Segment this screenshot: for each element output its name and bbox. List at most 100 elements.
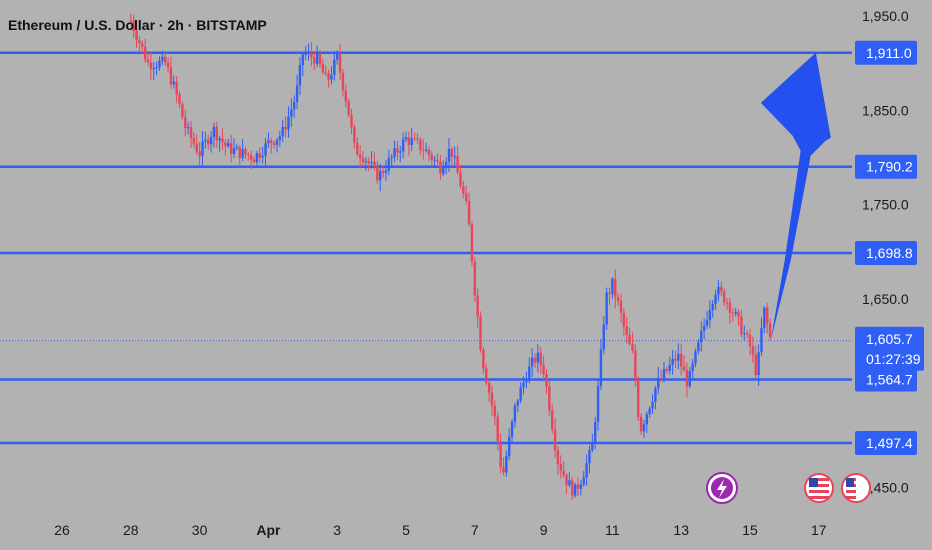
- candle-57: [293, 95, 296, 118]
- candle-3: [138, 35, 141, 53]
- x-tick-label-11: 17: [811, 522, 827, 538]
- candle-111: [447, 138, 451, 173]
- candle-body-216: [748, 334, 752, 347]
- candle-89: [384, 160, 388, 181]
- candle-151: [562, 460, 565, 478]
- candle-body-109: [442, 168, 445, 174]
- candle-body-173: [625, 326, 628, 335]
- candle-body-176: [634, 350, 637, 382]
- candle-144: [542, 355, 545, 382]
- candle-body-132: [508, 436, 511, 457]
- us-flag-event-icon[interactable]: [804, 473, 834, 503]
- current-price-label-bg: [855, 326, 924, 371]
- candle-body-174: [628, 334, 631, 344]
- candle-7: [149, 51, 153, 81]
- candle-189: [671, 350, 674, 375]
- candle-153: [568, 472, 571, 488]
- candle-211: [734, 307, 737, 317]
- candle-179: [642, 419, 646, 438]
- candle-4: [141, 40, 144, 54]
- level-label-text-0: 1,911.0: [866, 45, 912, 61]
- candle-body-172: [622, 312, 626, 327]
- candle-98: [410, 127, 413, 152]
- candle-183: [654, 385, 657, 410]
- candle-body-222: [766, 307, 769, 324]
- candle-11: [161, 50, 164, 65]
- lightning-event-icon[interactable]: [706, 472, 738, 504]
- candle-52: [278, 130, 282, 148]
- candle-body-150: [559, 463, 562, 471]
- current-price-label: 1,605.7 01:27:39: [855, 326, 924, 371]
- candle-body-201: [705, 320, 709, 326]
- candle-116: [462, 180, 465, 199]
- x-tick-label-7: 9: [540, 522, 548, 538]
- us-flag-event-icon-2[interactable]: [841, 473, 871, 503]
- candle-112: [450, 147, 454, 167]
- candle-body-121: [476, 295, 479, 317]
- candle-body-204: [714, 294, 717, 304]
- price-axis[interactable]: 1,950.0 1,850.0 1,750.0 1,650.0 1,450.0: [862, 8, 909, 496]
- candle-152: [565, 473, 568, 495]
- candle-body-16: [175, 81, 178, 95]
- candle-body-159: [585, 463, 588, 478]
- candle-body-84: [370, 161, 373, 164]
- candle-120: [473, 257, 476, 302]
- candle-body-77: [350, 114, 353, 128]
- candle-body-48: [267, 140, 270, 144]
- candle-body-123: [482, 350, 485, 369]
- x-tick-label-9: 13: [673, 522, 689, 538]
- time-axis[interactable]: 26 28 30 Apr 3 5 7 9 11 13 15 17: [54, 522, 827, 538]
- candle-body-82: [364, 161, 368, 163]
- candle-body-17: [178, 94, 181, 105]
- candle-body-124: [485, 368, 488, 383]
- candle-192: [680, 343, 683, 376]
- candle-body-220: [760, 328, 763, 353]
- candle-body-157: [579, 484, 583, 489]
- candle-body-133: [510, 421, 514, 437]
- candle-137: [522, 376, 525, 395]
- candle-25: [201, 131, 204, 166]
- candle-101: [419, 137, 422, 156]
- candle-56: [290, 98, 293, 127]
- level-label-bg-1: [855, 154, 917, 179]
- candle-16: [175, 75, 178, 104]
- candle-body-100: [416, 138, 419, 140]
- candle-157: [579, 480, 583, 496]
- candle-97: [407, 131, 411, 156]
- candle-122: [479, 311, 482, 353]
- candle-body-128: [496, 416, 499, 441]
- candle-10: [158, 56, 161, 71]
- candle-44: [255, 150, 259, 168]
- candle-131: [505, 450, 508, 477]
- candle-body-136: [519, 387, 522, 401]
- candle-body-127: [493, 405, 497, 417]
- candle-210: [731, 307, 734, 322]
- candle-body-183: [654, 388, 657, 402]
- candle-body-99: [413, 138, 416, 140]
- candle-body-125: [487, 382, 491, 393]
- candle-body-152: [565, 475, 568, 486]
- x-tick-label-8: 11: [605, 522, 620, 538]
- y-tick-label-0: 1,950.0: [862, 8, 909, 24]
- candle-body-118: [467, 201, 471, 225]
- candle-103: [424, 142, 428, 153]
- candle-body-202: [708, 310, 712, 321]
- current-price-value: 1,605.7: [866, 331, 913, 347]
- candle-161: [591, 433, 594, 453]
- candle-body-160: [588, 450, 591, 464]
- forecast-arrow-group: [760, 52, 831, 341]
- candle-159: [585, 454, 588, 486]
- candle-55: [287, 106, 290, 138]
- candle-92: [393, 140, 396, 163]
- candle-140: [530, 348, 534, 378]
- candle-body-145: [545, 374, 548, 387]
- candle-90: [387, 149, 390, 176]
- candle-135: [516, 399, 519, 412]
- candle-body-94: [399, 151, 402, 153]
- candle-127: [493, 400, 497, 426]
- x-tick-label-4: 3: [333, 522, 341, 538]
- candle-body-64: [313, 57, 316, 64]
- candle-body-88: [381, 171, 385, 174]
- candle-body-114: [456, 156, 459, 173]
